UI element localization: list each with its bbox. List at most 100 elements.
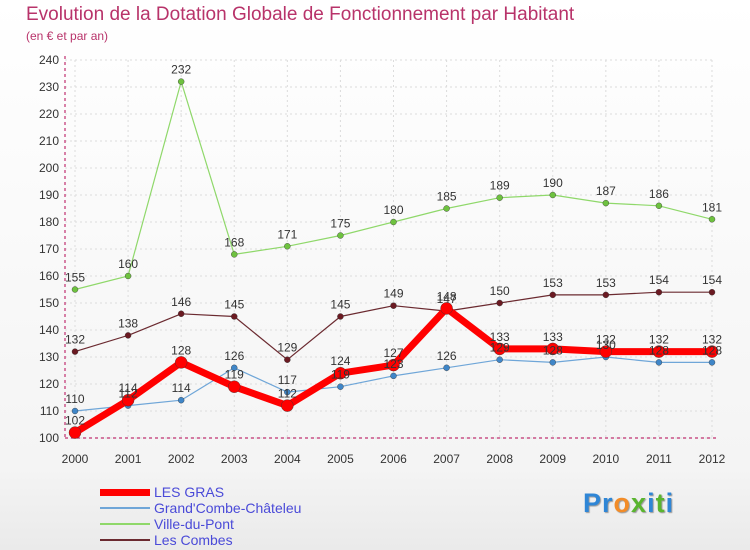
- y-tick-label: 170: [39, 242, 59, 256]
- data-label: 154: [649, 273, 669, 287]
- logo-letter: r: [602, 488, 614, 518]
- data-point: [549, 191, 556, 199]
- x-tick-label: 2011: [646, 452, 672, 466]
- data-point: [655, 289, 663, 296]
- y-tick-label: 150: [39, 296, 59, 310]
- data-label: 171: [277, 227, 297, 241]
- data-label: 132: [649, 333, 669, 347]
- data-label: 160: [118, 257, 138, 271]
- legend-swatch: [100, 523, 150, 525]
- data-point: [652, 345, 666, 358]
- data-point: [337, 383, 344, 390]
- x-tick-label: 2012: [699, 452, 726, 466]
- data-label: 181: [702, 200, 722, 214]
- x-tick-label: 2010: [592, 452, 619, 466]
- data-point: [546, 342, 559, 356]
- data-label: 175: [330, 217, 350, 231]
- data-label: 168: [224, 235, 244, 249]
- data-label: 112: [278, 387, 297, 401]
- legend-label: Les Combes: [154, 532, 233, 548]
- y-tick-label: 110: [40, 404, 59, 418]
- y-tick-label: 240: [39, 53, 59, 67]
- data-label: 112: [119, 387, 138, 401]
- data-label: 232: [171, 63, 191, 77]
- logo-letter: i: [665, 488, 675, 518]
- data-point: [124, 272, 132, 280]
- data-label: 190: [543, 176, 563, 190]
- data-label: 153: [596, 276, 616, 290]
- data-label: 128: [649, 343, 669, 357]
- data-point: [284, 356, 291, 363]
- logo-letter: o: [613, 488, 632, 518]
- data-point: [496, 299, 503, 307]
- data-point: [71, 286, 79, 293]
- data-point: [443, 364, 450, 371]
- data-label: 114: [119, 381, 138, 395]
- data-point: [602, 199, 610, 207]
- legend-swatch: [100, 539, 150, 541]
- data-label: 145: [330, 298, 350, 312]
- data-label: 129: [277, 341, 297, 355]
- data-label: 186: [649, 187, 669, 201]
- x-tick-label: 2004: [274, 452, 301, 466]
- data-point: [174, 356, 188, 369]
- data-point: [284, 388, 291, 396]
- data-label: 187: [596, 184, 616, 198]
- data-label: 146: [171, 295, 191, 309]
- y-tick-label: 230: [39, 80, 59, 94]
- data-label: 148: [437, 289, 457, 303]
- data-point: [121, 394, 135, 407]
- data-point: [496, 356, 503, 363]
- data-label: 132: [702, 333, 722, 347]
- data-point: [708, 216, 716, 223]
- data-label: 130: [596, 338, 616, 352]
- data-label: 145: [224, 298, 244, 312]
- logo-letter: t: [655, 488, 666, 518]
- chart-title: Evolution de la Dotation Globale de Fonc…: [26, 4, 575, 25]
- data-point: [493, 342, 506, 356]
- data-point: [387, 358, 400, 372]
- x-tick-label: 2009: [539, 452, 566, 466]
- proxiti-logo: Proxiti: [583, 488, 674, 519]
- data-point: [337, 232, 344, 239]
- data-label: 119: [225, 368, 244, 382]
- x-tick-label: 2001: [115, 452, 142, 466]
- y-tick-label: 100: [39, 431, 59, 445]
- data-label: 126: [437, 349, 457, 363]
- data-point: [284, 243, 291, 250]
- x-tick-label: 2007: [433, 452, 460, 466]
- data-label: 149: [383, 287, 403, 301]
- data-point: [334, 367, 347, 380]
- y-tick-label: 120: [39, 377, 59, 391]
- data-point: [443, 205, 450, 212]
- data-point: [655, 202, 663, 210]
- legend-swatch: [100, 488, 150, 496]
- data-point: [68, 426, 82, 439]
- data-point: [602, 291, 610, 299]
- data-label: 102: [65, 414, 85, 428]
- data-label: 155: [65, 271, 85, 285]
- data-point: [71, 348, 79, 355]
- data-point: [708, 289, 716, 296]
- data-point: [177, 310, 185, 317]
- data-point: [71, 407, 79, 415]
- data-label: 189: [490, 179, 510, 193]
- data-label: 153: [543, 276, 563, 290]
- data-label: 133: [543, 330, 563, 344]
- data-point: [440, 302, 453, 315]
- logo-letter: P: [583, 488, 603, 518]
- legend-swatch: [100, 507, 150, 509]
- y-tick-label: 210: [39, 134, 59, 148]
- data-label: 185: [437, 190, 457, 204]
- y-tick-label: 180: [39, 215, 59, 229]
- logo-letter: i: [647, 488, 656, 518]
- data-point: [655, 359, 663, 366]
- x-tick-label: 2002: [168, 452, 195, 466]
- data-point: [231, 364, 238, 371]
- y-tick-label: 190: [39, 188, 59, 202]
- data-label: 128: [543, 343, 563, 357]
- data-label: 133: [490, 330, 510, 344]
- data-point: [281, 399, 294, 412]
- data-label: 114: [172, 381, 191, 395]
- data-label: 127: [383, 346, 403, 360]
